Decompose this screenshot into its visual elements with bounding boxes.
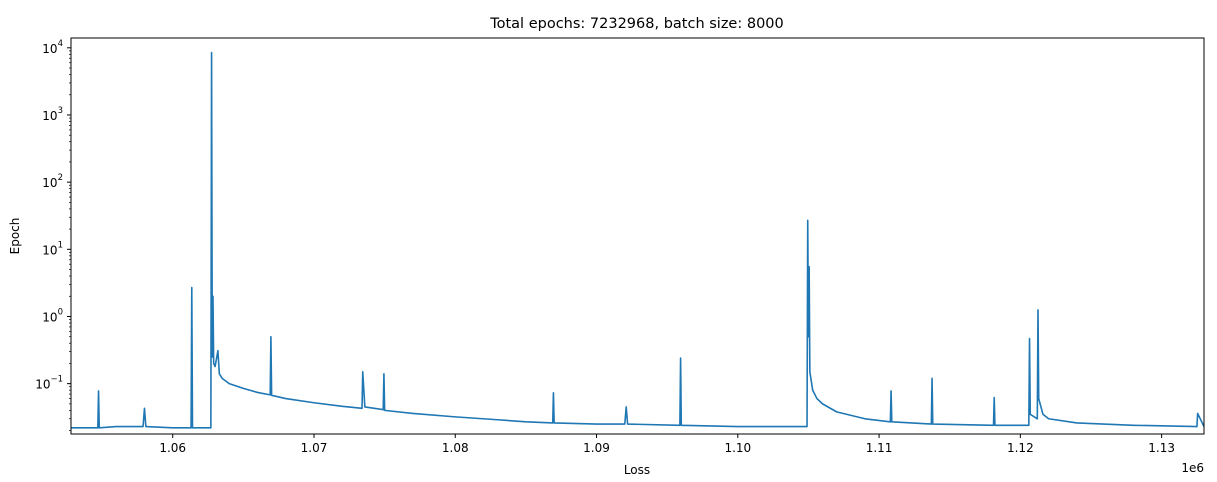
x-tick-label: 1.11	[866, 441, 893, 455]
y-tick-label: 10−1	[35, 375, 63, 392]
x-tick-label: 1.08	[442, 441, 469, 455]
y-tick-label: 103	[42, 106, 63, 123]
x-tick-label: 1.10	[724, 441, 751, 455]
x-tick-label: 1.06	[159, 441, 186, 455]
y-tick-label: 102	[42, 173, 63, 190]
y-tick-label: 104	[42, 39, 63, 56]
y-tick-label: 100	[42, 307, 63, 324]
y-tick-label: 101	[42, 240, 63, 257]
x-tick-label: 1.07	[301, 441, 328, 455]
y-axis: 10−1 100 101 102 103 104	[35, 39, 71, 431]
plot-frame	[70, 37, 1205, 435]
x-tick-label: 1.12	[1007, 441, 1034, 455]
x-offset-label: 1e6	[1181, 461, 1204, 475]
chart-title: Total epochs: 7232968, batch size: 8000	[489, 16, 784, 32]
plot-area	[71, 51, 1205, 429]
x-tick-label: 1.09	[583, 441, 610, 455]
x-axis-label: Loss	[624, 463, 650, 477]
series-line-0	[71, 51, 1205, 429]
x-axis: 1.06 1.07 1.08 1.09 1.10 1.11 1.12 1.13	[159, 434, 1175, 455]
y-axis-label: Epoch	[8, 218, 22, 255]
x-tick-label: 1.13	[1148, 441, 1175, 455]
